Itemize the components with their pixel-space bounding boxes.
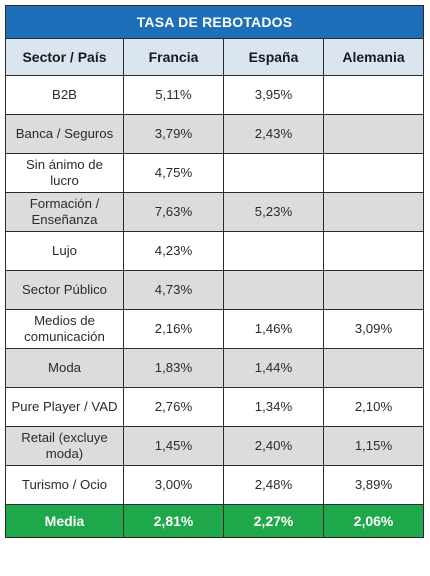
- sector-cell: Sin ánimo de lucro: [5, 153, 124, 193]
- column-header-spain: España: [223, 38, 324, 76]
- table-total-row: Media 2,81% 2,27% 2,06%: [5, 504, 425, 538]
- germany-cell: [322, 192, 425, 232]
- sector-cell: Medios de comunicación: [5, 309, 124, 349]
- table-row: Banca / Seguros 3,79% 2,43%: [5, 114, 425, 154]
- spain-cell: 5,23%: [223, 192, 324, 232]
- spain-cell: [223, 231, 324, 271]
- france-cell: 4,75%: [123, 153, 224, 193]
- sector-cell: Pure Player / VAD: [5, 387, 124, 427]
- table-row: B2B 5,11% 3,95%: [5, 75, 425, 115]
- france-cell: 7,63%: [123, 192, 224, 232]
- table-row: Formación / Enseñanza 7,63% 5,23%: [5, 192, 425, 232]
- table-row: Moda 1,83% 1,44%: [5, 348, 425, 388]
- table-title: TASA DE REBOTADOS: [4, 5, 425, 39]
- table-title-row: TASA DE REBOTADOS: [4, 5, 425, 39]
- france-total: 2,81%: [123, 504, 224, 538]
- bounce-rate-table: TASA DE REBOTADOS Sector / País Francia …: [4, 5, 425, 538]
- germany-cell: 3,89%: [322, 465, 425, 505]
- germany-total: 2,06%: [322, 504, 425, 538]
- germany-cell: 3,09%: [322, 309, 425, 349]
- germany-cell: [322, 75, 425, 115]
- france-cell: 3,79%: [123, 114, 224, 154]
- sector-cell: B2B: [5, 75, 124, 115]
- column-header-france: Francia: [123, 38, 224, 76]
- sector-cell: Retail (excluye moda): [5, 426, 124, 466]
- table-row: Retail (excluye moda) 1,45% 2,40% 1,15%: [5, 426, 425, 466]
- sector-cell: Sector Público: [5, 270, 124, 310]
- table-row: Turismo / Ocio 3,00% 2,48% 3,89%: [5, 465, 425, 505]
- germany-cell: [322, 153, 425, 193]
- germany-cell: [322, 114, 425, 154]
- column-header-germany: Alemania: [322, 38, 425, 76]
- france-cell: 1,45%: [123, 426, 224, 466]
- spain-cell: [223, 270, 324, 310]
- germany-cell: [322, 270, 425, 310]
- germany-cell: 1,15%: [322, 426, 425, 466]
- spain-cell: 1,34%: [223, 387, 324, 427]
- spain-cell: 3,95%: [223, 75, 324, 115]
- france-cell: 4,23%: [123, 231, 224, 271]
- table-row: Sin ánimo de lucro 4,75%: [5, 153, 425, 193]
- france-cell: 3,00%: [123, 465, 224, 505]
- sector-cell: Moda: [5, 348, 124, 388]
- france-cell: 5,11%: [123, 75, 224, 115]
- table-row: Medios de comunicación 2,16% 1,46% 3,09%: [5, 309, 425, 349]
- spain-cell: 1,44%: [223, 348, 324, 388]
- france-cell: 4,73%: [123, 270, 224, 310]
- spain-cell: 2,43%: [223, 114, 324, 154]
- sector-cell: Lujo: [5, 231, 124, 271]
- spain-cell: 2,48%: [223, 465, 324, 505]
- column-header-sector: Sector / País: [5, 38, 124, 76]
- germany-cell: 2,10%: [322, 387, 425, 427]
- spain-cell: 2,40%: [223, 426, 324, 466]
- germany-cell: [322, 231, 425, 271]
- spain-total: 2,27%: [223, 504, 324, 538]
- bounce-rate-table-container: TASA DE REBOTADOS Sector / País Francia …: [4, 5, 425, 570]
- total-label: Media: [5, 504, 124, 538]
- germany-cell: [322, 348, 425, 388]
- france-cell: 2,76%: [123, 387, 224, 427]
- france-cell: 2,16%: [123, 309, 224, 349]
- sector-cell: Banca / Seguros: [5, 114, 124, 154]
- sector-cell: Turismo / Ocio: [5, 465, 124, 505]
- spain-cell: [223, 153, 324, 193]
- spain-cell: 1,46%: [223, 309, 324, 349]
- table-row: Sector Público 4,73%: [5, 270, 425, 310]
- france-cell: 1,83%: [123, 348, 224, 388]
- table-row: Lujo 4,23%: [5, 231, 425, 271]
- table-row: Pure Player / VAD 2,76% 1,34% 2,10%: [5, 387, 425, 427]
- table-header-row: Sector / País Francia España Alemania: [5, 38, 425, 76]
- sector-cell: Formación / Enseñanza: [5, 192, 124, 232]
